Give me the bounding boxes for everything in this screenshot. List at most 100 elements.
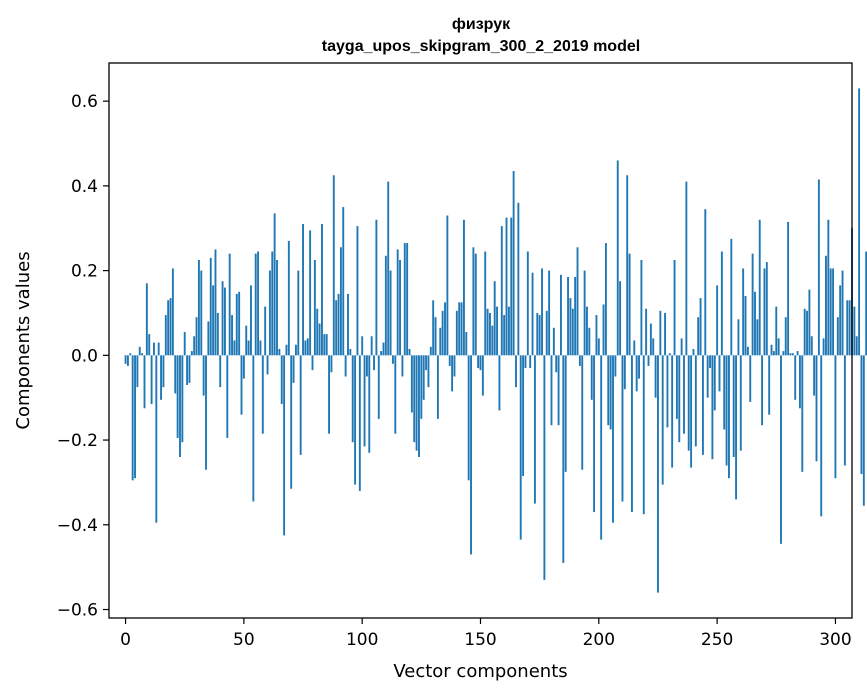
bar	[564, 355, 567, 472]
bar	[555, 355, 558, 373]
bar	[706, 355, 709, 398]
bar	[860, 355, 863, 474]
bar	[259, 340, 262, 356]
bar	[344, 355, 347, 377]
bar	[486, 308, 489, 356]
y-tick-label: −0.2	[57, 431, 98, 451]
bar	[526, 251, 529, 356]
bar	[365, 355, 368, 377]
bar	[455, 310, 458, 356]
bar	[145, 283, 148, 356]
bar	[545, 310, 548, 356]
bar	[647, 355, 650, 366]
bar	[444, 302, 446, 356]
bar	[628, 253, 631, 356]
bar	[221, 281, 224, 356]
bar	[387, 181, 390, 356]
bar	[299, 355, 302, 455]
bar	[728, 355, 730, 479]
bar	[273, 213, 276, 356]
bar	[820, 355, 823, 517]
bar	[195, 317, 198, 356]
bar	[207, 321, 210, 356]
bar	[297, 270, 300, 356]
bar	[245, 325, 248, 356]
bar	[396, 249, 399, 356]
y-tick-label: −0.4	[57, 516, 98, 536]
bar	[496, 306, 499, 356]
bar	[713, 355, 716, 411]
bar	[216, 312, 219, 356]
bar	[735, 355, 737, 500]
bar	[202, 355, 205, 396]
bar	[401, 355, 404, 377]
bar	[666, 355, 669, 428]
bar	[784, 317, 787, 356]
bar	[136, 355, 139, 388]
bar	[179, 355, 181, 458]
bar	[723, 355, 726, 430]
bar	[562, 355, 565, 563]
bar	[410, 355, 413, 413]
bar	[434, 317, 437, 356]
bar	[635, 355, 638, 392]
bar	[609, 355, 612, 430]
bar	[261, 355, 264, 434]
bar	[250, 285, 252, 356]
bar	[403, 243, 406, 356]
bar	[633, 340, 636, 356]
bar	[791, 353, 794, 356]
bar	[356, 226, 359, 356]
bar	[503, 315, 506, 356]
bar	[541, 268, 543, 356]
bar	[394, 355, 397, 434]
bar	[240, 355, 243, 415]
bar	[701, 355, 704, 455]
bar	[657, 355, 659, 593]
bar	[462, 219, 465, 356]
bar	[406, 243, 409, 356]
bar	[422, 355, 425, 400]
bar	[515, 355, 517, 388]
bar	[661, 355, 664, 485]
bar	[853, 306, 856, 356]
bar	[799, 355, 801, 409]
bar	[834, 355, 837, 479]
bar	[328, 355, 330, 434]
bar	[642, 355, 645, 515]
bar	[321, 223, 323, 356]
bar	[493, 281, 496, 356]
bar	[822, 338, 825, 356]
bar	[685, 181, 688, 356]
bar	[746, 346, 749, 356]
bar	[212, 285, 215, 356]
bar	[586, 306, 588, 356]
bar	[772, 351, 775, 356]
bar	[131, 355, 134, 481]
bar	[567, 276, 569, 356]
bar	[219, 355, 222, 388]
bar	[368, 355, 371, 453]
bar	[602, 304, 605, 356]
bar	[626, 175, 629, 356]
bar	[862, 355, 865, 506]
bar	[690, 355, 693, 468]
bar	[507, 306, 510, 356]
bar	[583, 270, 586, 356]
bar	[330, 355, 333, 373]
bar	[711, 355, 714, 460]
bar	[380, 351, 383, 356]
bar	[138, 346, 141, 356]
bar	[801, 355, 804, 472]
y-tick-label: 0.4	[71, 177, 98, 197]
bar	[638, 355, 640, 379]
bar	[739, 355, 742, 451]
bar	[571, 308, 574, 356]
bar	[725, 355, 728, 466]
bar	[290, 355, 293, 489]
bar	[276, 260, 278, 356]
bar	[458, 302, 461, 356]
y-ticks-group: −0.6 −0.4 −0.2 0.0 0.2 0.4 0.6	[57, 92, 109, 621]
bar	[164, 315, 167, 356]
bar	[247, 340, 250, 356]
